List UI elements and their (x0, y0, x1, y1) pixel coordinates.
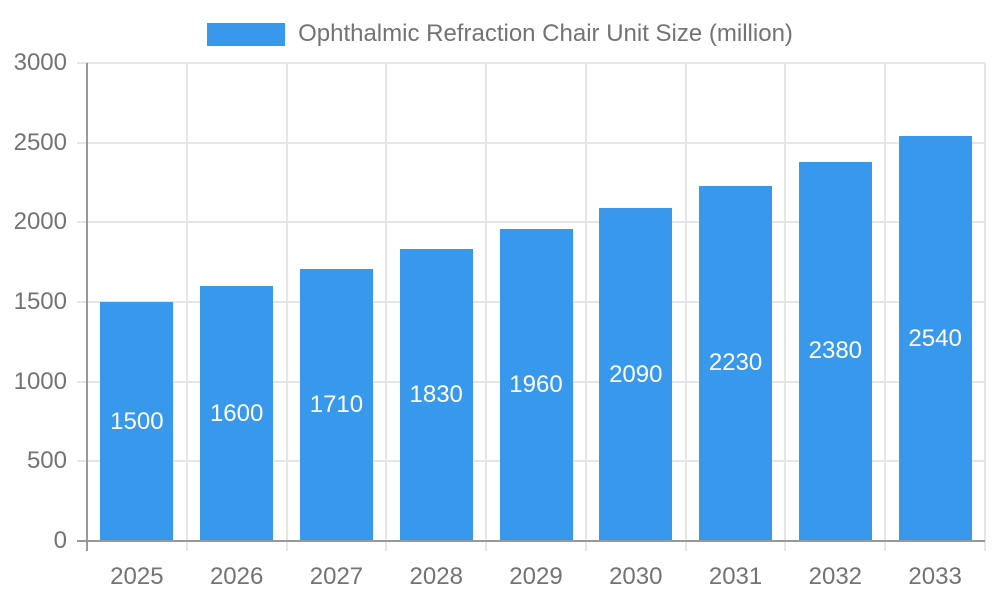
gridline-vertical (984, 63, 986, 551)
bar[interactable]: 2090 (599, 208, 673, 541)
bar-value-label: 2380 (808, 337, 863, 365)
gridline-vertical (385, 63, 388, 551)
bar[interactable]: 2540 (898, 136, 972, 541)
y-axis-tick-label: 0 (53, 527, 67, 554)
bar[interactable]: 1830 (399, 249, 473, 541)
bar-value-label: 1830 (409, 381, 463, 409)
chart-legend[interactable]: Ophthalmic Refraction Chair Unit Size (m… (0, 20, 1000, 48)
bar-value-label: 2230 (708, 349, 763, 377)
gridline-vertical (684, 63, 687, 551)
bar-value-label: 1500 (110, 407, 164, 435)
plot-area: 0 500 1000 1500 2000 2500 3000 1500 2025 1600 2026… (14, 49, 986, 590)
legend-swatch (207, 22, 286, 46)
x-axis-tick-label: 2030 (609, 563, 663, 590)
gridline-vertical (285, 63, 288, 551)
x-axis-line (77, 540, 985, 542)
gridline-vertical (485, 63, 488, 551)
gridline-horizontal (77, 62, 985, 64)
legend-series-label: Ophthalmic Refraction Chair Unit Size (m… (298, 20, 793, 47)
bar-value-label: 1600 (209, 399, 264, 427)
y-axis-tick-label: 3000 (13, 49, 67, 76)
x-axis-tick-label: 2033 (908, 563, 962, 590)
gridline-vertical (584, 63, 587, 551)
x-axis-tick-label: 2027 (309, 563, 364, 590)
y-axis-tick-label: 2500 (13, 128, 67, 156)
x-axis-tick-label: 2031 (708, 563, 763, 590)
x-axis-tick-label: 2028 (409, 563, 463, 590)
gridline-vertical (884, 63, 887, 551)
bar[interactable]: 1710 (299, 268, 373, 541)
bar-value-label: 1960 (509, 370, 563, 398)
bar-value-label: 2090 (609, 360, 663, 388)
bar-value-label: 2540 (908, 324, 962, 352)
bar[interactable]: 2230 (699, 185, 773, 541)
x-axis-tick-label: 2029 (509, 563, 563, 590)
y-axis-tick-label: 2000 (13, 208, 67, 236)
gridline-horizontal (77, 141, 985, 144)
x-axis-tick-label: 2032 (808, 563, 863, 590)
bar[interactable]: 1500 (100, 302, 174, 541)
y-axis-line (86, 63, 88, 551)
y-axis-tick-label: 1000 (13, 367, 67, 395)
y-axis-tick-label: 500 (26, 447, 67, 475)
bar[interactable]: 2380 (798, 161, 872, 541)
gridline-vertical (185, 63, 188, 551)
x-axis-tick-label: 2026 (209, 563, 264, 590)
bar[interactable]: 1960 (499, 228, 573, 541)
bar-value-label: 1710 (309, 390, 364, 418)
gridline-vertical (784, 63, 787, 551)
bar[interactable]: 1600 (200, 286, 274, 541)
gridline-horizontal (77, 221, 985, 224)
x-axis-tick-label: 2025 (110, 563, 164, 590)
y-axis-tick-label: 1500 (13, 288, 67, 315)
